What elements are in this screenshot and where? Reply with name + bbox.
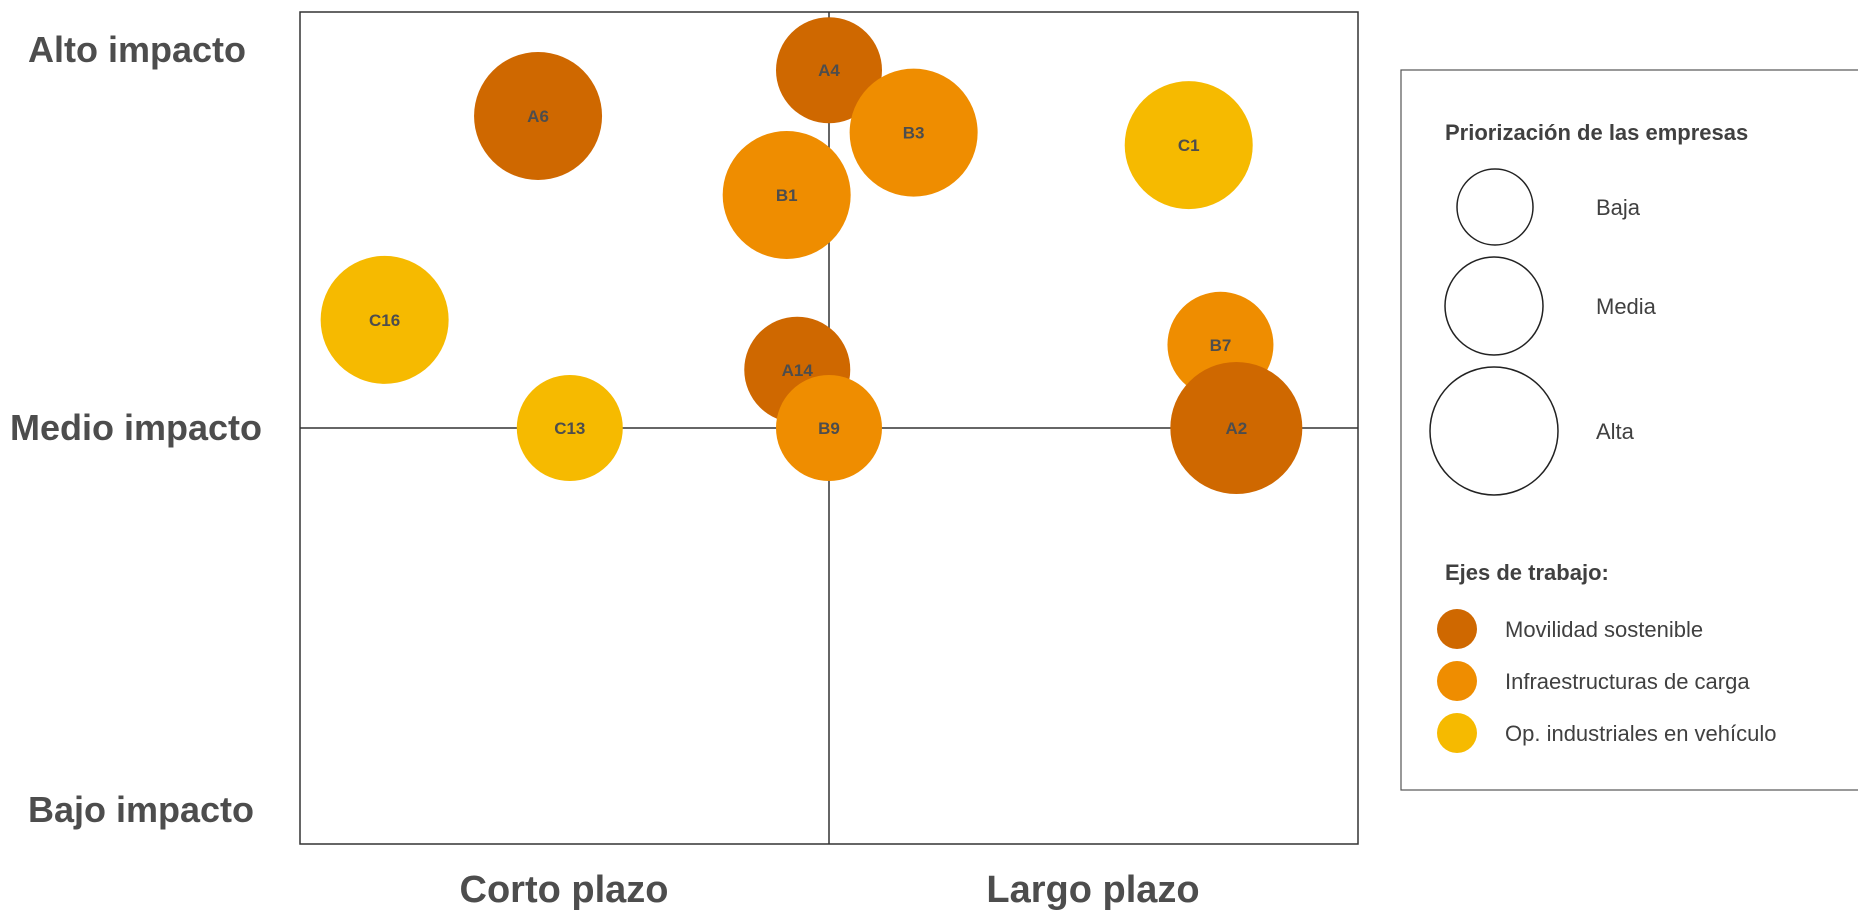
- bubble-b1: [722, 131, 851, 260]
- bubbles-layer: A4 A6 B3 C1 B1 C16 B7 A14 C13 B9 A2: [320, 17, 1303, 494]
- bubble-a4: [776, 17, 882, 124]
- y-label-high: Alto impacto: [28, 29, 246, 70]
- bubble-label-a4: A4: [818, 61, 840, 80]
- bubble-a6: [474, 52, 603, 180]
- legend-color-label-op-industriales: Op. industriales en vehículo: [1505, 721, 1777, 746]
- legend-color-label-infraestructuras: Infraestructuras de carga: [1505, 669, 1750, 694]
- legend-color-swatch-op-industriales: [1437, 713, 1477, 753]
- bubble-b3: [849, 68, 978, 197]
- bubble-label-c16: C16: [369, 311, 400, 330]
- legend-size-medium-circle: [1444, 256, 1544, 356]
- bubble-label-b1: B1: [776, 186, 798, 205]
- bubble-c1: [1124, 81, 1253, 210]
- bubble-a2: [1170, 362, 1303, 494]
- x-label-short: Corto plazo: [460, 869, 669, 910]
- legend-size-title: Priorización de las empresas: [1445, 120, 1748, 145]
- bubble-c13: [516, 375, 623, 481]
- legend-size-medium-label: Media: [1596, 294, 1657, 319]
- legend-size-low-circle: [1456, 168, 1534, 246]
- y-label-low: Bajo impacto: [28, 789, 254, 830]
- legend-color-label-movilidad: Movilidad sostenible: [1505, 617, 1703, 642]
- legend-color-title: Ejes de trabajo:: [1445, 560, 1609, 585]
- legend-size-low-label: Baja: [1596, 195, 1641, 220]
- bubble-c16: [320, 255, 449, 384]
- legend-size-high-label: Alta: [1596, 419, 1635, 444]
- bubble-label-b7: B7: [1210, 336, 1232, 355]
- x-label-long: Largo plazo: [986, 869, 1199, 910]
- legend-size-high-circle: [1429, 366, 1559, 496]
- bubble-label-c1: C1: [1178, 136, 1200, 155]
- bubble-label-b3: B3: [903, 124, 925, 143]
- bubble-label-a2: A2: [1225, 419, 1247, 438]
- legend-color-swatch-infraestructuras: [1437, 661, 1477, 701]
- bubble-label-a14: A14: [782, 361, 814, 380]
- bubble-label-c13: C13: [554, 419, 585, 438]
- bubble-b9: [776, 375, 882, 481]
- y-label-medium: Medio impacto: [10, 407, 262, 448]
- bubble-label-a6: A6: [527, 107, 549, 126]
- bubble-label-b9: B9: [818, 419, 840, 438]
- legend-color-swatch-movilidad: [1437, 609, 1477, 649]
